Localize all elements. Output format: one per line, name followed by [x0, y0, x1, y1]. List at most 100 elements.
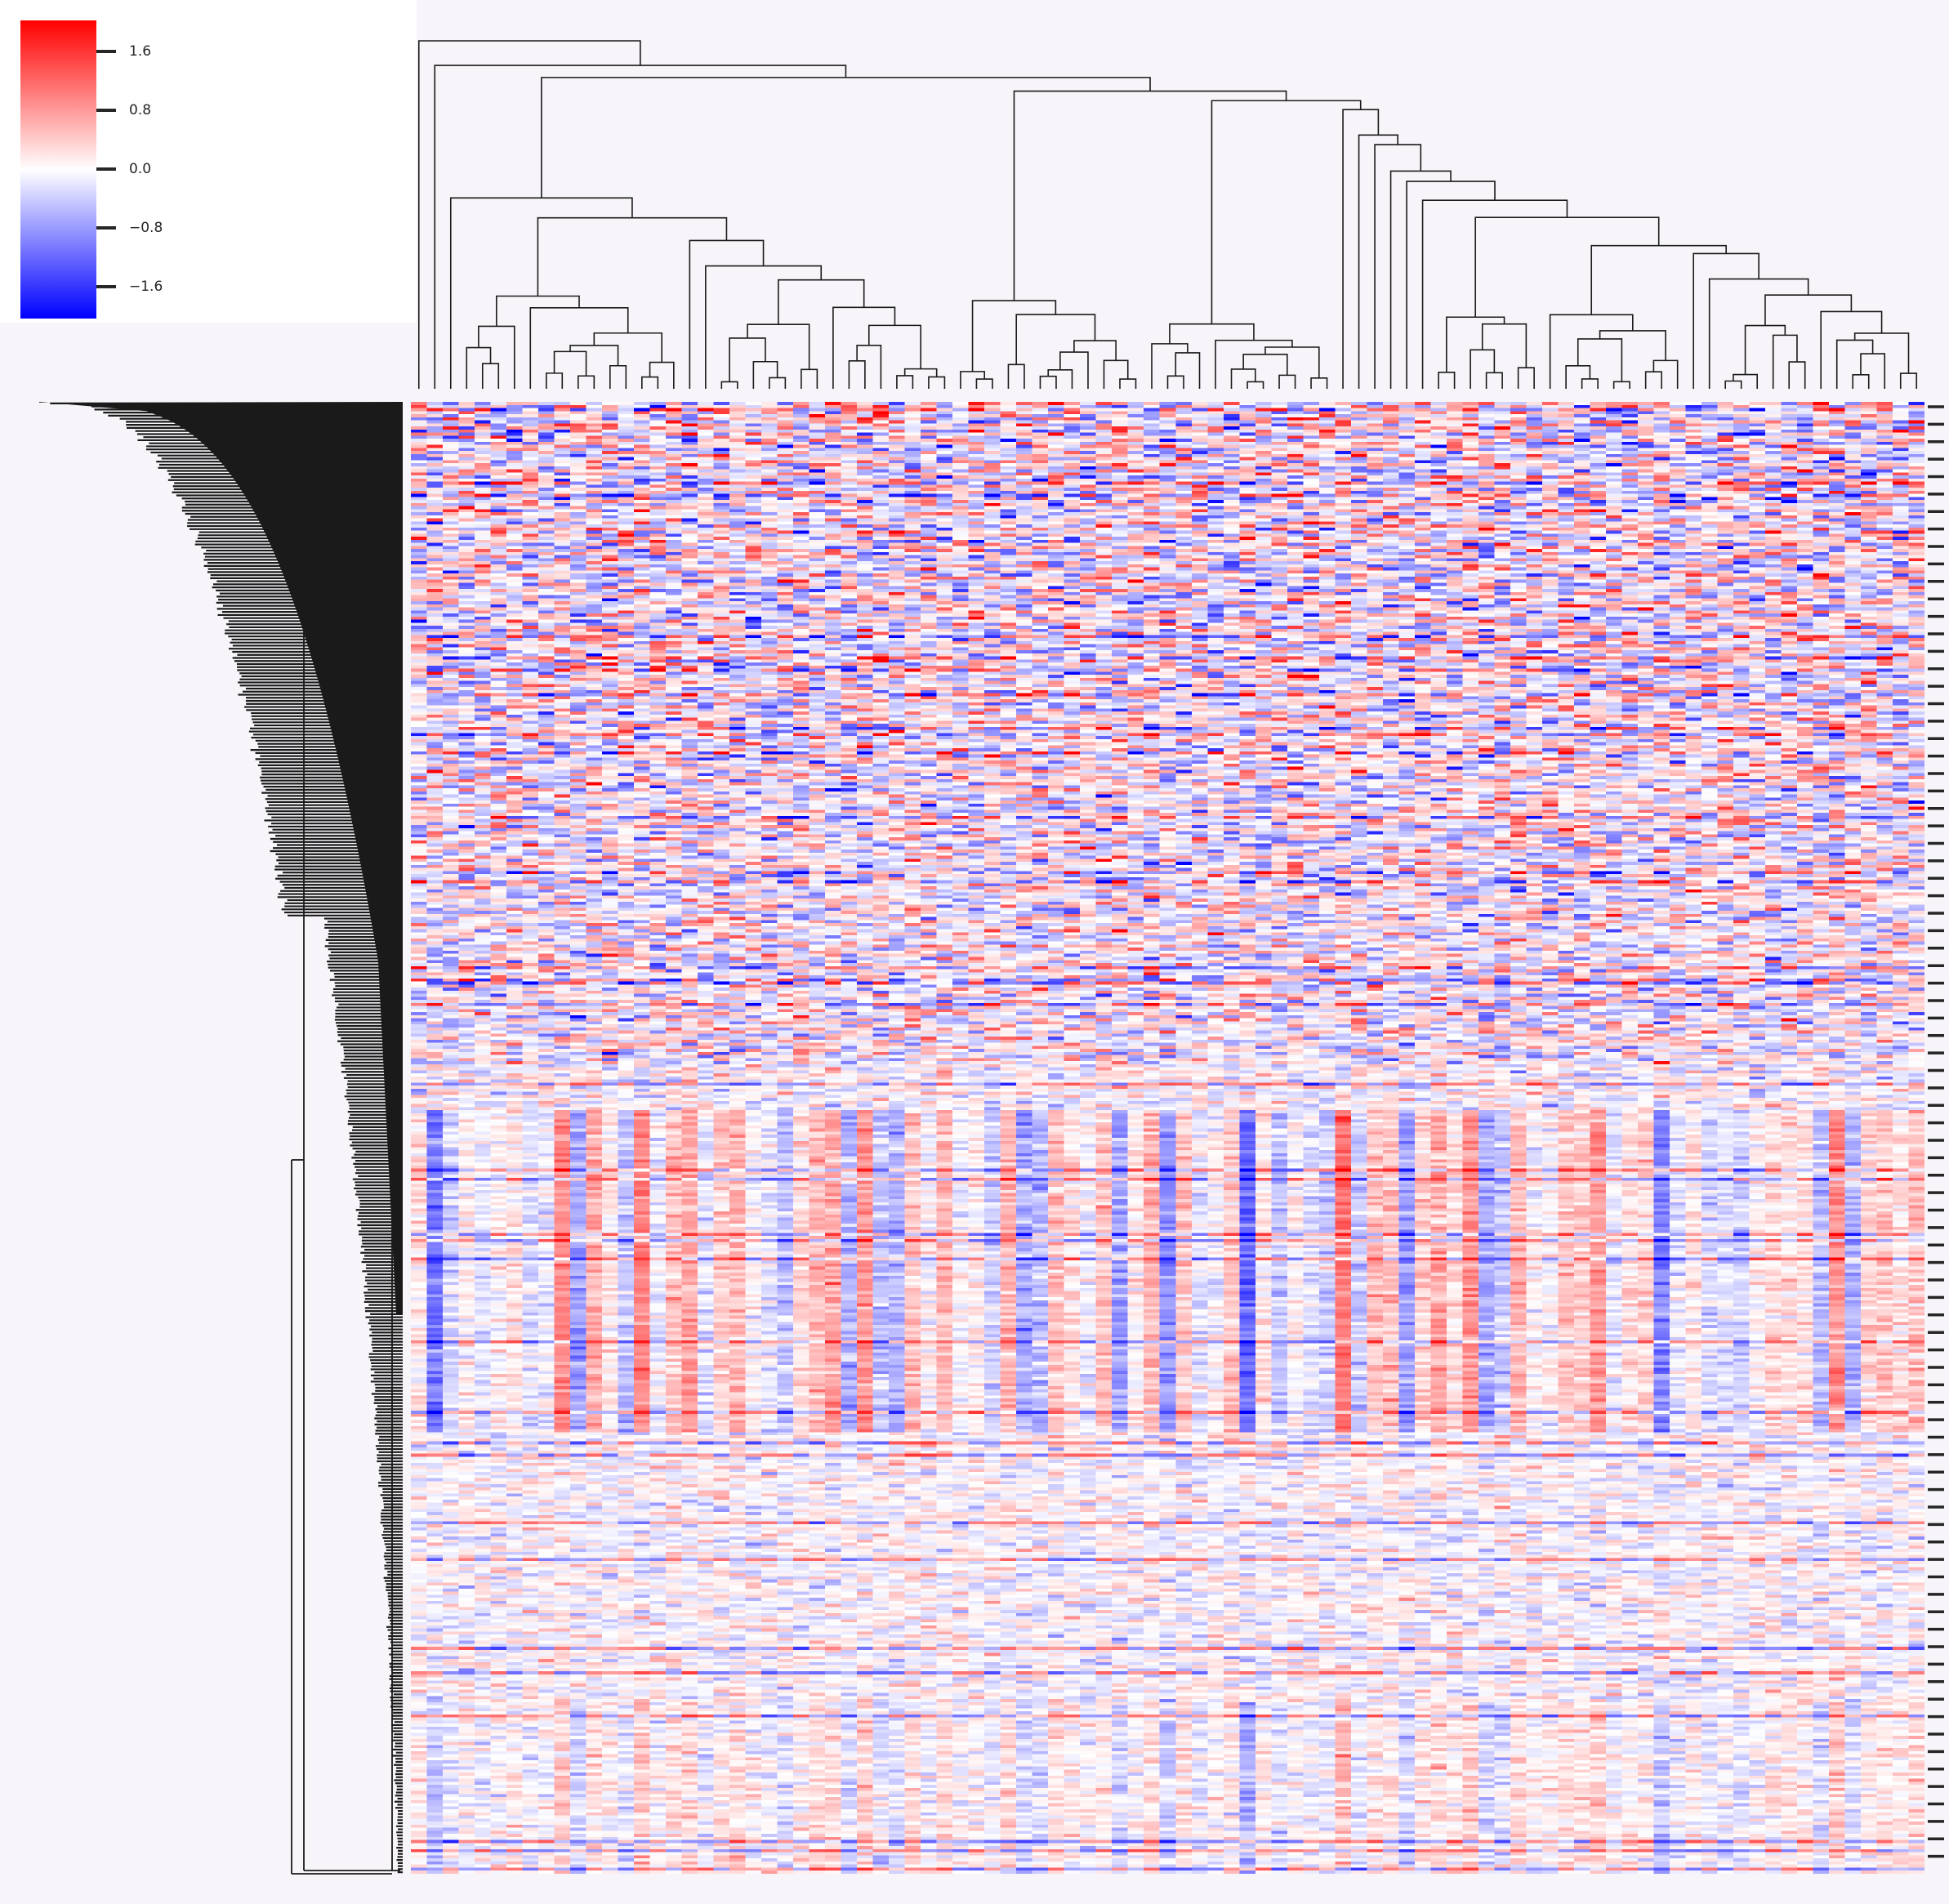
colorbar-tick-5 — [96, 285, 116, 288]
column-dendrogram-link — [1612, 381, 1630, 389]
column-dendrogram-link — [1899, 372, 1918, 389]
column-dendrogram-link — [1013, 90, 1287, 301]
column-dendrogram-link — [1358, 134, 1398, 389]
column-dendrogram-link — [747, 323, 810, 370]
column-dendrogram-link — [778, 279, 865, 325]
row-dendrogram — [39, 402, 403, 1875]
column-dendrogram-link — [1549, 314, 1634, 389]
column-dendrogram-link — [856, 345, 882, 389]
column-dendrogram-link — [1264, 346, 1320, 378]
row-tick-marks — [1928, 405, 1944, 1858]
column-dendrogram-link — [928, 376, 946, 389]
column-dendrogram-link — [1446, 316, 1505, 372]
colorbar-tick-3 — [96, 167, 116, 171]
column-dendrogram-link — [1835, 339, 1874, 389]
colorbar-tick-4 — [96, 226, 116, 230]
column-dendrogram-link — [1644, 371, 1662, 389]
column-dendrogram-link — [1652, 359, 1679, 389]
column-dendrogram-link — [1708, 278, 1809, 389]
row-dendrogram-mass — [39, 402, 403, 1315]
column-dendrogram-link — [1103, 359, 1129, 389]
column-dendrogram-link — [1242, 353, 1288, 376]
column-dendrogram-link — [975, 378, 993, 389]
column-dendrogram-link — [1059, 351, 1089, 389]
column-dendrogram-link — [1151, 343, 1189, 389]
column-dendrogram-link — [729, 337, 766, 382]
column-dendrogram — [417, 40, 1918, 389]
column-dendrogram-link — [1211, 100, 1362, 324]
column-dendrogram-link — [481, 363, 500, 389]
column-dendrogram-link — [801, 368, 818, 389]
column-dendrogram-link — [1166, 375, 1184, 389]
column-dendrogram-link — [867, 324, 921, 369]
column-dendrogram-link — [960, 371, 985, 389]
column-dendrogram-link — [417, 40, 641, 389]
column-dendrogram-link — [1788, 361, 1806, 389]
column-dendrogram-link — [1015, 314, 1096, 365]
column-dendrogram-link — [1577, 338, 1623, 382]
column-dendrogram-link — [496, 295, 580, 327]
column-dendrogram-link — [553, 350, 587, 377]
colorbar-panel: 1.6 0.8 0.0 −0.8 −1.6 — [0, 0, 417, 323]
colorbar-tick-label-4: −0.8 — [129, 220, 163, 236]
colorbar-tick-1 — [96, 50, 116, 53]
column-dendrogram-link — [1485, 372, 1503, 389]
colorbar-tick-label-2: 0.8 — [129, 102, 152, 118]
column-dendrogram-link — [1852, 373, 1870, 389]
column-dendrogram-link — [1278, 374, 1296, 389]
column-dendrogram-link — [1342, 109, 1380, 389]
colorbar-tick-label-3: 0.0 — [129, 161, 152, 177]
column-dendrogram-link — [1119, 378, 1137, 389]
column-dendrogram-link — [1474, 216, 1660, 318]
column-dendrogram-link — [1733, 373, 1758, 389]
column-dendrogram-link — [1590, 244, 1727, 315]
column-dendrogram-link — [1007, 363, 1025, 389]
column-dendrogram-link — [1247, 381, 1264, 389]
column-dendrogram-link — [1517, 367, 1535, 389]
colorbar-tick-2 — [96, 109, 116, 112]
heatmap-cells — [411, 402, 1924, 1874]
column-dendrogram-link — [848, 360, 866, 389]
column-dendrogram-link — [578, 375, 595, 389]
colorbar — [20, 20, 96, 319]
column-dendrogram-link — [1175, 352, 1201, 389]
column-dendrogram-link — [1853, 332, 1910, 374]
column-dendrogram-link — [569, 345, 619, 366]
column-dendrogram-link — [1860, 353, 1886, 389]
column-dendrogram-link — [1073, 340, 1117, 361]
column-dendrogram-link — [1772, 334, 1798, 389]
column-dendrogram-link — [1481, 323, 1528, 368]
column-dendrogram-link — [1374, 144, 1422, 389]
column-dendrogram-link — [1724, 380, 1742, 389]
column-dendrogram-link — [769, 377, 787, 389]
column-dendrogram-link — [1215, 339, 1293, 389]
colorbar-tick-label-1: 1.6 — [129, 43, 152, 60]
column-dendrogram-link — [720, 381, 738, 389]
column-dendrogram-link — [649, 361, 675, 389]
column-dendrogram-link — [434, 65, 847, 389]
column-dendrogram-link — [449, 197, 633, 389]
column-dendrogram-link — [609, 364, 627, 389]
column-dendrogram-link — [1389, 170, 1452, 389]
column-dendrogram-link — [1764, 294, 1853, 326]
column-dendrogram-link — [1421, 199, 1568, 389]
column-dendrogram-link — [1047, 368, 1073, 389]
column-dendrogram-link — [971, 300, 1057, 372]
column-dendrogram-link — [1039, 375, 1057, 389]
column-dendrogram-link — [1169, 323, 1255, 344]
column-dendrogram-link — [545, 372, 564, 389]
column-dendrogram-link — [1581, 378, 1599, 389]
column-dendrogram-link — [478, 325, 515, 389]
column-dendrogram-link — [1406, 181, 1496, 389]
column-dendrogram-link — [1820, 310, 1883, 389]
column-dendrogram-link — [1310, 377, 1328, 389]
column-dendrogram-link — [896, 375, 914, 389]
column-dendrogram-link — [1599, 330, 1666, 361]
column-dendrogram-link — [537, 216, 728, 297]
column-dendrogram-link — [1230, 368, 1256, 389]
column-dendrogram-link — [466, 346, 492, 389]
column-dendrogram-link — [641, 376, 659, 389]
column-dendrogram-link — [903, 368, 938, 377]
